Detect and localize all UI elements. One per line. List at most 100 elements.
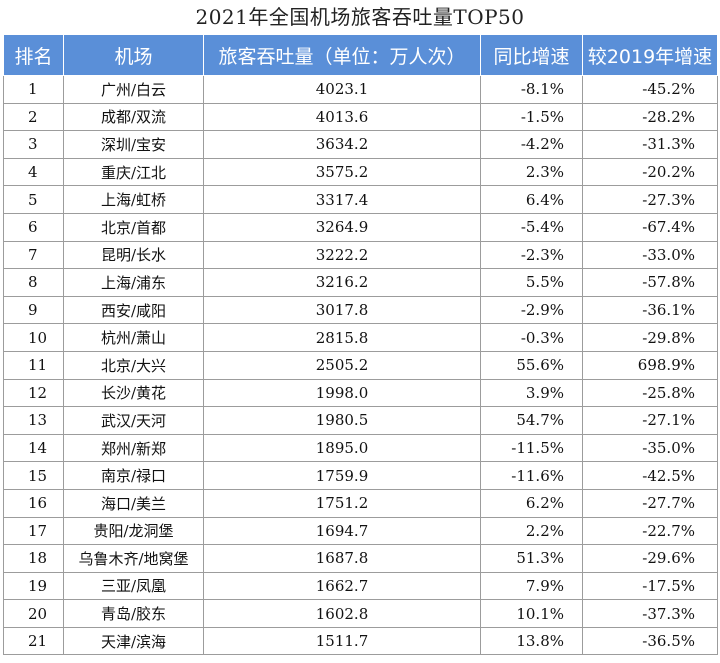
cell-airport: 三亚/凤凰 — [63, 571, 204, 601]
header-rank: 排名 — [3, 34, 64, 76]
cell-rank: 13 — [3, 406, 64, 435]
cell-rank: 1 — [3, 75, 64, 104]
cell-volume: 3317.4 — [203, 185, 481, 214]
cell-airport: 郑州/新郑 — [63, 433, 204, 463]
cell-rank: 11 — [3, 350, 64, 380]
cell-rank: 19 — [3, 571, 64, 601]
table-row: 16 海口/美兰 1751.2 6.2% -27.7% — [3, 488, 718, 518]
cell-yoy-growth: 6.4% — [480, 185, 583, 214]
cell-volume: 2815.8 — [203, 323, 481, 352]
cell-vs-2019-growth: -67.4% — [582, 212, 718, 242]
cell-vs-2019-growth: -36.1% — [582, 295, 718, 325]
table-row: 12 长沙/黄花 1998.0 3.9% -25.8% — [3, 378, 718, 408]
page-title: 2021年全国机场旅客吞吐量TOP50 — [195, 5, 525, 29]
cell-yoy-growth: -11.5% — [480, 433, 583, 463]
cell-yoy-growth: -0.3% — [480, 323, 583, 352]
cell-vs-2019-growth: -33.0% — [582, 240, 718, 270]
cell-vs-2019-growth: -29.8% — [582, 323, 718, 352]
cell-vs-2019-growth: -45.2% — [582, 75, 718, 104]
cell-volume: 3634.2 — [203, 130, 481, 159]
table-header: 排名 机场 旅客吞吐量（单位：万人次） 同比增速 较2019年增速 — [3, 34, 718, 76]
cell-rank: 18 — [3, 544, 64, 573]
cell-airport: 成都/双流 — [63, 102, 204, 132]
cell-airport: 天津/滨海 — [63, 626, 204, 656]
table-row: 3 深圳/宝安 3634.2 -4.2% -31.3% — [3, 130, 718, 159]
cell-airport: 武汉/天河 — [63, 406, 204, 435]
cell-yoy-growth: -1.5% — [480, 102, 583, 132]
airport-ranking-table: 排名 机场 旅客吞吐量（单位：万人次） 同比增速 较2019年增速 1 广州/白… — [3, 34, 718, 656]
cell-airport: 南京/禄口 — [63, 461, 204, 490]
table-row: 2 成都/双流 4013.6 -1.5% -28.2% — [3, 102, 718, 132]
cell-volume: 1751.2 — [203, 488, 481, 518]
cell-yoy-growth: 55.6% — [480, 350, 583, 380]
cell-yoy-growth: 13.8% — [480, 626, 583, 656]
cell-airport: 乌鲁木齐/地窝堡 — [63, 544, 204, 573]
table-body: 1 广州/白云 4023.1 -8.1% -45.2% 2 成都/双流 4013… — [3, 75, 718, 656]
cell-rank: 15 — [3, 461, 64, 490]
table-row: 17 贵阳/龙洞堡 1694.7 2.2% -22.7% — [3, 516, 718, 546]
cell-volume: 1895.0 — [203, 433, 481, 463]
table-row: 21 天津/滨海 1511.7 13.8% -36.5% — [3, 626, 718, 656]
cell-vs-2019-growth: -27.3% — [582, 185, 718, 214]
cell-airport: 海口/美兰 — [63, 488, 204, 518]
cell-airport: 长沙/黄花 — [63, 378, 204, 408]
cell-yoy-growth: -4.2% — [480, 130, 583, 159]
cell-volume: 1511.7 — [203, 626, 481, 656]
cell-airport: 北京/大兴 — [63, 350, 204, 380]
table-row: 7 昆明/长水 3222.2 -2.3% -33.0% — [3, 240, 718, 270]
cell-yoy-growth: -8.1% — [480, 75, 583, 104]
table-row: 5 上海/虹桥 3317.4 6.4% -27.3% — [3, 185, 718, 214]
cell-vs-2019-growth: -31.3% — [582, 130, 718, 159]
cell-rank: 14 — [3, 433, 64, 463]
cell-yoy-growth: 51.3% — [480, 544, 583, 573]
cell-vs-2019-growth: -35.0% — [582, 433, 718, 463]
cell-volume: 1980.5 — [203, 406, 481, 435]
cell-yoy-growth: 6.2% — [480, 488, 583, 518]
cell-rank: 20 — [3, 599, 64, 628]
cell-rank: 3 — [3, 130, 64, 159]
cell-rank: 9 — [3, 295, 64, 325]
table-row: 4 重庆/江北 3575.2 2.3% -20.2% — [3, 157, 718, 187]
cell-vs-2019-growth: -37.3% — [582, 599, 718, 628]
cell-volume: 1687.8 — [203, 544, 481, 573]
cell-yoy-growth: 2.2% — [480, 516, 583, 546]
cell-vs-2019-growth: -27.7% — [582, 488, 718, 518]
cell-vs-2019-growth: -57.8% — [582, 268, 718, 297]
cell-volume: 1759.9 — [203, 461, 481, 490]
cell-yoy-growth: 5.5% — [480, 268, 583, 297]
cell-vs-2019-growth: -42.5% — [582, 461, 718, 490]
header-vs-2019-growth: 较2019年增速 — [582, 34, 718, 76]
header-volume: 旅客吞吐量（单位：万人次） — [203, 34, 481, 76]
cell-volume: 1662.7 — [203, 571, 481, 601]
table-row: 14 郑州/新郑 1895.0 -11.5% -35.0% — [3, 433, 718, 463]
table-row: 13 武汉/天河 1980.5 54.7% -27.1% — [3, 406, 718, 435]
cell-vs-2019-growth: -36.5% — [582, 626, 718, 656]
cell-vs-2019-growth: -22.7% — [582, 516, 718, 546]
header-airport: 机场 — [63, 34, 204, 76]
table-row: 1 广州/白云 4023.1 -8.1% -45.2% — [3, 75, 718, 104]
cell-airport: 昆明/长水 — [63, 240, 204, 270]
cell-yoy-growth: -5.4% — [480, 212, 583, 242]
cell-yoy-growth: 7.9% — [480, 571, 583, 601]
cell-vs-2019-growth: -27.1% — [582, 406, 718, 435]
table-row: 15 南京/禄口 1759.9 -11.6% -42.5% — [3, 461, 718, 490]
cell-airport: 深圳/宝安 — [63, 130, 204, 159]
table-row: 11 北京/大兴 2505.2 55.6% 698.9% — [3, 350, 718, 380]
table-row: 18 乌鲁木齐/地窝堡 1687.8 51.3% -29.6% — [3, 544, 718, 573]
cell-volume: 2505.2 — [203, 350, 481, 380]
cell-volume: 3575.2 — [203, 157, 481, 187]
cell-rank: 7 — [3, 240, 64, 270]
cell-yoy-growth: 54.7% — [480, 406, 583, 435]
cell-vs-2019-growth: -25.8% — [582, 378, 718, 408]
cell-yoy-growth: 3.9% — [480, 378, 583, 408]
cell-rank: 5 — [3, 185, 64, 214]
cell-volume: 4023.1 — [203, 75, 481, 104]
cell-vs-2019-growth: -28.2% — [582, 102, 718, 132]
cell-yoy-growth: 10.1% — [480, 599, 583, 628]
cell-volume: 1998.0 — [203, 378, 481, 408]
cell-yoy-growth: 2.3% — [480, 157, 583, 187]
cell-vs-2019-growth: -17.5% — [582, 571, 718, 601]
cell-rank: 10 — [3, 323, 64, 352]
cell-vs-2019-growth: -20.2% — [582, 157, 718, 187]
cell-rank: 16 — [3, 488, 64, 518]
